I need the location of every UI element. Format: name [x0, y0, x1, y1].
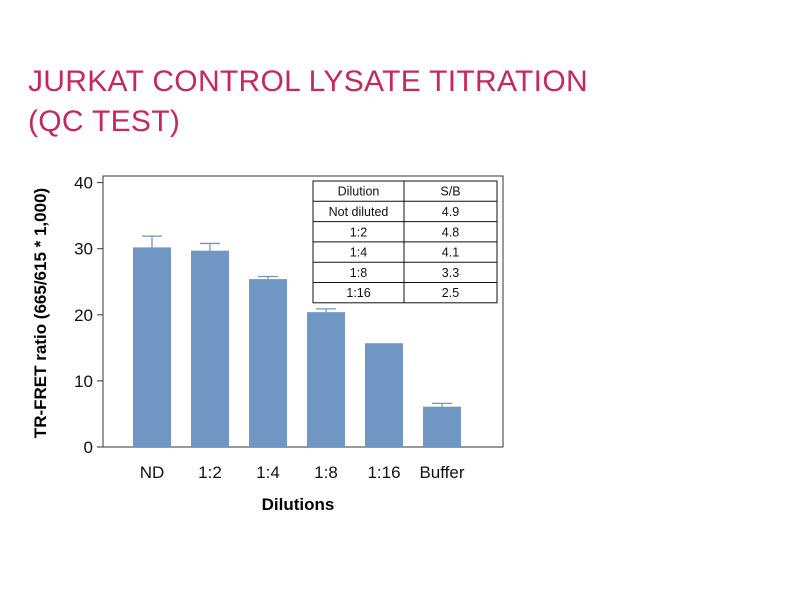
table-cell: 4.8: [442, 225, 459, 239]
table-cell: 1:2: [350, 225, 367, 239]
y-axis-ticks: 0 10 20 30 40: [74, 174, 103, 457]
table-cell: 2.5: [442, 286, 459, 300]
bar: [133, 247, 171, 447]
x-tick-label: 1:16: [367, 463, 400, 482]
bar: [365, 343, 403, 447]
x-axis-ticks: ND 1:2 1:4 1:8 1:16 Buffer: [140, 463, 465, 482]
title-line-2: (QC TEST): [28, 105, 181, 138]
table-cell: 1:4: [350, 246, 367, 260]
x-tick-label: 1:2: [198, 463, 222, 482]
x-tick-label: 1:4: [256, 463, 280, 482]
table-cell: Not diluted: [329, 205, 389, 219]
y-tick-label: 10: [74, 372, 93, 391]
table-header-cell: Dilution: [338, 185, 380, 199]
y-tick-label: 20: [74, 306, 93, 325]
chart-error-bars: [142, 235, 452, 407]
chart-bars: [133, 247, 461, 447]
title-line-1: JURKAT CONTROL LYSATE TITRATION: [28, 65, 588, 98]
table-cell: 1:16: [346, 286, 370, 300]
table-cell: 4.9: [442, 205, 459, 219]
plot-frame: [102, 175, 504, 448]
bar: [307, 312, 345, 447]
chart-axes: [102, 175, 504, 448]
y-tick-label: 30: [74, 240, 93, 259]
x-tick-label: ND: [140, 463, 165, 482]
bar: [191, 250, 229, 447]
table-header-cell: S/B: [440, 185, 460, 199]
sb-inset-table: Dilution S/B Not diluted 4.9 1:2 4.8 1:4 4.1 1:8…: [312, 180, 498, 304]
x-tick-label: Buffer: [419, 463, 464, 482]
bar: [249, 279, 287, 447]
y-tick-label: 40: [74, 174, 93, 193]
x-axis-title: Dilutions: [262, 495, 335, 514]
table-cell: 4.1: [442, 246, 459, 260]
table-cell: 3.3: [442, 266, 459, 280]
table-cell: 1:8: [350, 266, 367, 280]
bar: [423, 406, 461, 447]
x-tick-label: 1:8: [314, 463, 338, 482]
y-axis-title: TR-FRET ratio (665/615 * 1,000): [31, 188, 50, 438]
y-tick-label: 0: [84, 438, 93, 457]
page-title: JURKAT CONTROL LYSATE TITRATION (QC TEST…: [28, 62, 588, 142]
